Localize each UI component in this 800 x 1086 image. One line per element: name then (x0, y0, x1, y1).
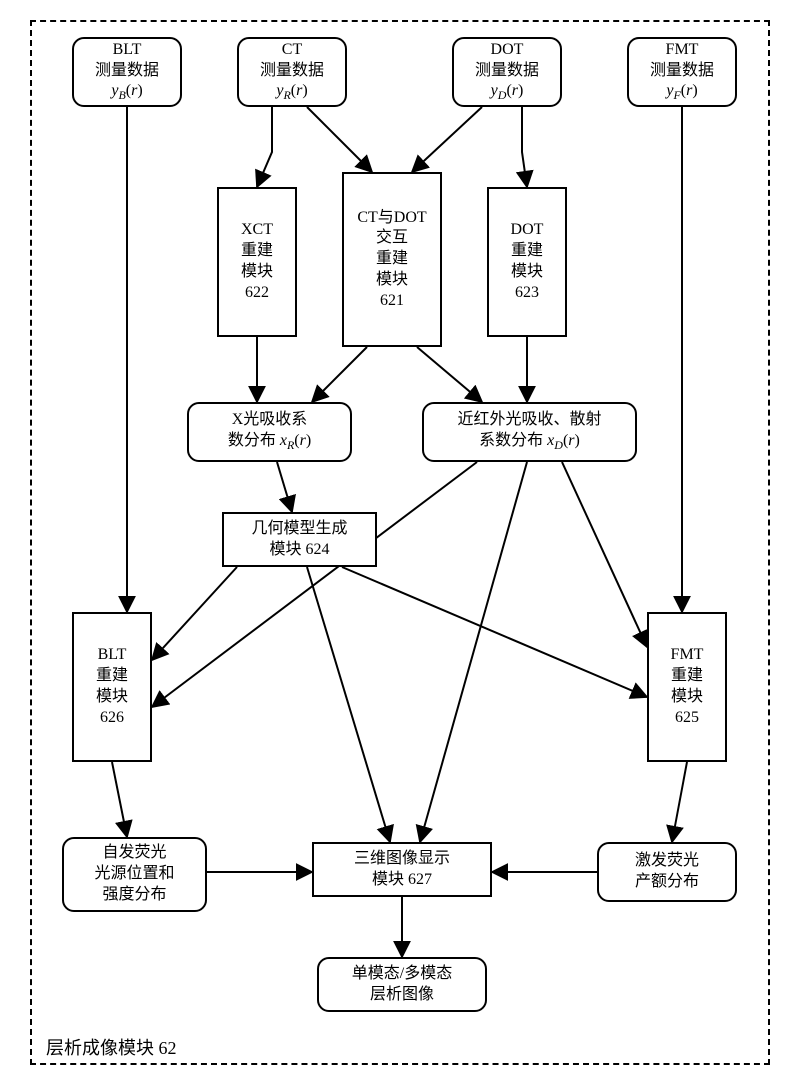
n_dot_data-line-1: 测量数据 (475, 61, 539, 82)
n_blt_data: BLT测量数据yB(r) (72, 37, 182, 107)
n_nir-line-1: 系数分布 xD(r) (479, 431, 580, 454)
edge-n_geom-to-n_3d (307, 567, 390, 842)
n_ct_data-line-0: CT (282, 40, 302, 61)
n_3d: 三维图像显示模块 627 (312, 842, 492, 897)
n_final: 单模态/多模态层析图像 (317, 957, 487, 1012)
n_dot-line-3: 623 (515, 283, 539, 304)
n_xabs-line-1: 数分布 xR(r) (228, 431, 311, 454)
n_dot_data-line-0: DOT (491, 40, 524, 61)
n_exc-line-0: 激发荧光 (635, 851, 699, 872)
n_ctdot: CT与DOT交互重建模块621 (342, 172, 442, 347)
n_geom-line-1: 模块 624 (269, 540, 329, 561)
n_nir: 近红外光吸收、散射系数分布 xD(r) (422, 402, 637, 462)
n_dot-line-2: 模块 (511, 262, 543, 283)
edge-n_fmt_rec-to-n_exc (672, 762, 687, 842)
edge-n_nir-to-n_3d (420, 462, 527, 842)
n_blt_rec-line-0: BLT (98, 645, 127, 666)
n_auto-line-1: 光源位置和 (94, 864, 174, 885)
n_blt_rec-line-1: 重建 (96, 666, 128, 687)
n_blt_rec-line-3: 626 (100, 708, 124, 729)
n_xct: XCT重建模块622 (217, 187, 297, 337)
n_final-line-1: 层析图像 (370, 985, 434, 1006)
n_xabs: X光吸收系数分布 xR(r) (187, 402, 352, 462)
module-container: BLT测量数据yB(r)CT测量数据yR(r)DOT测量数据yD(r)FMT测量… (30, 20, 770, 1065)
edge-n_ct_data-to-n_xct (257, 107, 272, 187)
n_auto-line-0: 自发荧光 (102, 843, 166, 864)
n_dot: DOT重建模块623 (487, 187, 567, 337)
n_ct_data-line-2: yR(r) (276, 81, 307, 104)
n_xct-line-0: XCT (241, 220, 273, 241)
n_auto: 自发荧光光源位置和强度分布 (62, 837, 207, 912)
edge-n_dot_data-to-n_ctdot (412, 107, 482, 172)
n_ct_data-line-1: 测量数据 (260, 61, 324, 82)
n_nir-line-0: 近红外光吸收、散射 (457, 410, 601, 431)
n_fmt_rec-line-3: 625 (675, 708, 699, 729)
n_exc: 激发荧光产额分布 (597, 842, 737, 902)
n_geom: 几何模型生成模块 624 (222, 512, 377, 567)
n_blt_rec: BLT重建模块626 (72, 612, 152, 762)
n_xct-line-3: 622 (245, 283, 269, 304)
n_auto-line-2: 强度分布 (102, 885, 166, 906)
n_3d-line-0: 三维图像显示 (354, 849, 450, 870)
n_ctdot-line-1: 交互 (376, 228, 408, 249)
n_exc-line-1: 产额分布 (635, 872, 699, 893)
edge-n_blt_rec-to-n_auto (112, 762, 127, 837)
edge-n_geom-to-n_blt_rec (152, 567, 237, 660)
n_dot_data-line-2: yD(r) (491, 81, 524, 104)
n_blt_data-line-1: 测量数据 (95, 61, 159, 82)
n_final-line-0: 单模态/多模态 (352, 964, 452, 985)
n_fmt_rec-line-2: 模块 (671, 687, 703, 708)
n_fmt_data-line-1: 测量数据 (650, 61, 714, 82)
edge-n_dot_data-to-n_dot (522, 107, 527, 187)
n_fmt_data: FMT测量数据yF(r) (627, 37, 737, 107)
module-label: 层析成像模块 62 (46, 1034, 177, 1060)
n_xct-line-1: 重建 (241, 241, 273, 262)
n_blt_data-line-0: BLT (113, 40, 142, 61)
n_blt_data-line-2: yB(r) (111, 81, 142, 104)
edge-n_ctdot-to-n_nir (417, 347, 482, 402)
edge-n_xabs-to-n_geom (277, 462, 292, 512)
edge-n_nir-to-n_fmt_rec (562, 462, 647, 647)
n_geom-line-0: 几何模型生成 (251, 519, 347, 540)
n_fmt_data-line-0: FMT (666, 40, 699, 61)
n_xct-line-2: 模块 (241, 262, 273, 283)
n_fmt_rec-line-1: 重建 (671, 666, 703, 687)
n_blt_rec-line-2: 模块 (96, 687, 128, 708)
n_ctdot-line-2: 重建 (376, 249, 408, 270)
n_dot_data: DOT测量数据yD(r) (452, 37, 562, 107)
edge-n_ct_data-to-n_ctdot (307, 107, 372, 172)
edge-n_nir-to-n_blt_rec (152, 462, 477, 707)
n_fmt_rec-line-0: FMT (671, 645, 704, 666)
n_xabs-line-0: X光吸收系 (232, 410, 308, 431)
n_fmt_data-line-2: yF(r) (666, 81, 697, 104)
n_ctdot-line-4: 621 (380, 291, 404, 312)
n_dot-line-1: 重建 (511, 241, 543, 262)
edge-n_ctdot-to-n_xabs (312, 347, 367, 402)
edge-n_geom-to-n_fmt_rec (342, 567, 647, 697)
n_ctdot-line-3: 模块 (376, 270, 408, 291)
n_fmt_rec: FMT重建模块625 (647, 612, 727, 762)
n_ct_data: CT测量数据yR(r) (237, 37, 347, 107)
n_dot-line-0: DOT (511, 220, 544, 241)
n_3d-line-1: 模块 627 (372, 870, 432, 891)
n_ctdot-line-0: CT与DOT (357, 208, 426, 229)
